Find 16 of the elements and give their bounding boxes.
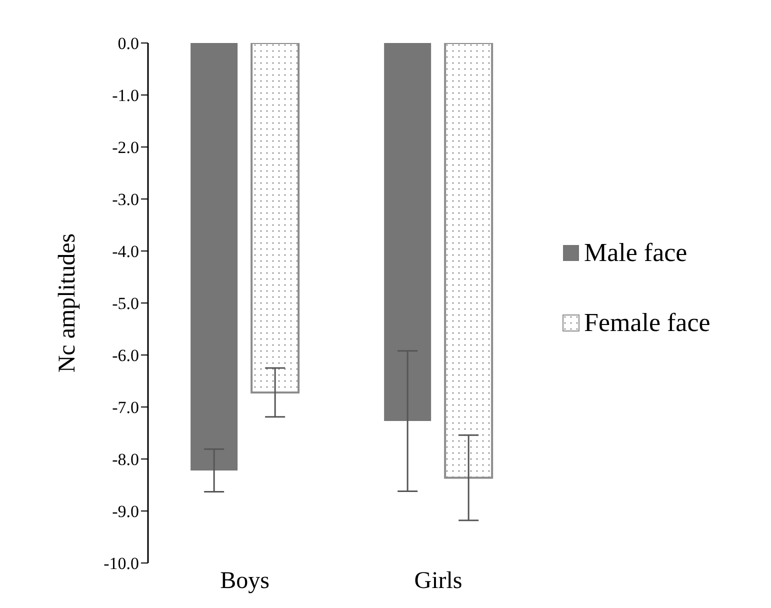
y-axis-title: Nc amplitudes [54, 233, 81, 373]
y-tick-label: -5.0 [112, 294, 139, 314]
y-tick-label: -8.0 [112, 450, 139, 470]
y-tick-label: -2.0 [112, 138, 139, 158]
y-tick-label: -3.0 [112, 190, 139, 210]
y-tick-label: -10.0 [104, 554, 139, 574]
x-tick-label: Boys [220, 568, 270, 594]
legend-label: Female face [584, 308, 710, 338]
y-tick-label: -9.0 [112, 502, 139, 522]
y-tick-label: -1.0 [112, 86, 139, 106]
y-tick-label: 0.0 [118, 34, 139, 54]
y-tick-label: -6.0 [112, 346, 139, 366]
y-tick-label: -4.0 [112, 242, 139, 262]
x-tick-label: Girls [414, 568, 462, 594]
y-tick-label: -7.0 [112, 398, 139, 418]
legend-label: Male face [584, 238, 688, 268]
